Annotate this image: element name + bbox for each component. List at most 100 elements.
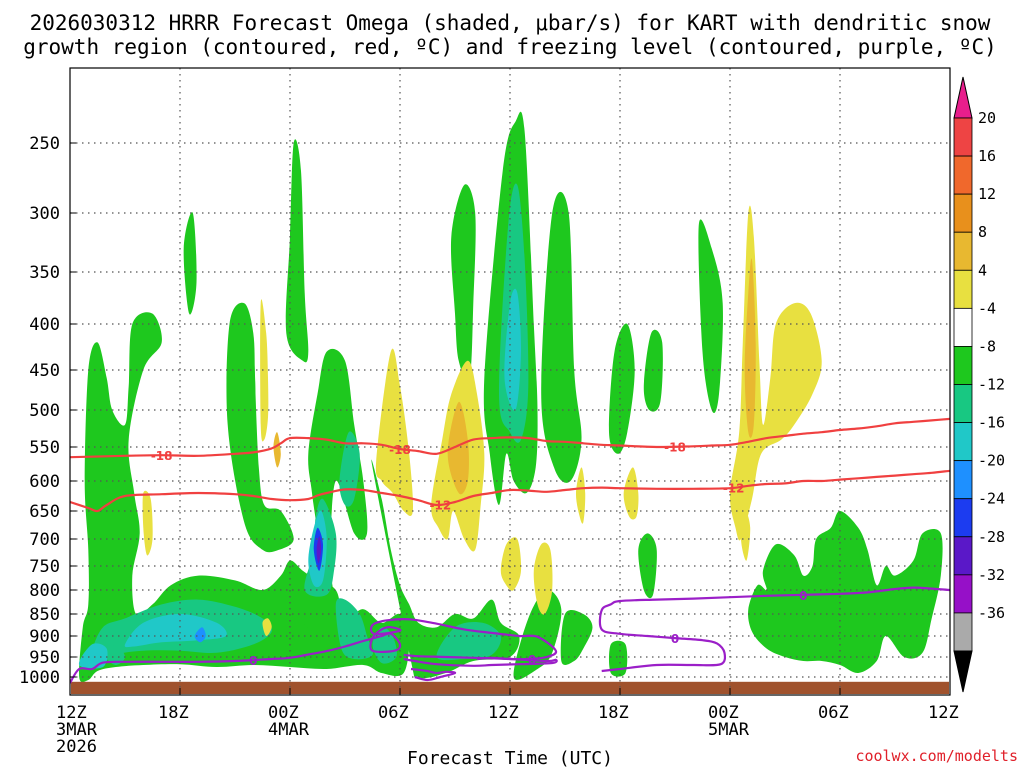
omega-region-10: [249, 350, 256, 399]
x-tick-label-36-1: 5MAR: [708, 720, 750, 740]
omega-region-44: [447, 401, 469, 495]
x-tick-label-36-0: 00Z: [708, 703, 739, 723]
omega-region-45: [744, 258, 756, 438]
omega-region-32: [316, 536, 322, 564]
omega-region-16: [643, 329, 663, 412]
omega-region-14: [541, 191, 582, 483]
y-tick-label-850: 850: [29, 605, 60, 625]
freezing-level-2: [598, 586, 950, 673]
omega-region-29: [504, 288, 522, 411]
colorbar-label-1: 16: [978, 147, 996, 165]
omega-region-38: [500, 537, 522, 591]
colorbar-bin-8: [953, 422, 973, 462]
y-tick-label-950: 950: [29, 648, 60, 668]
colorbar-bin-6: [953, 346, 973, 385]
omega-region-3: [513, 589, 562, 680]
omega-region-25: [106, 644, 125, 665]
dgz-contour-1: [70, 469, 950, 513]
x-tick-label-12-1: 4MAR: [268, 720, 310, 740]
y-tick-label-750: 750: [29, 557, 60, 577]
colorbar-bin-12: [953, 574, 973, 614]
y-tick-label-600: 600: [29, 472, 60, 492]
omega-region-43: [740, 510, 751, 561]
colorbar-bin-5: [953, 307, 973, 347]
omega-region-9: [183, 212, 197, 315]
colorbar-label-0: 20: [978, 109, 996, 127]
omega-region-11: [285, 139, 309, 363]
y-axis: 2503003504004505005506006507007508008509…: [19, 134, 76, 688]
colorbar-bin-13: [953, 612, 973, 652]
omega-region-39: [533, 542, 553, 615]
omega-region-46: [273, 432, 281, 468]
colorbar-label-2: 12: [978, 185, 996, 203]
dgz-contour-label-1-0: -12: [429, 498, 451, 512]
colorbar-below-min-triangle: [953, 650, 973, 693]
y-tick-label-350: 350: [29, 263, 60, 283]
omega-region-12: [450, 184, 476, 381]
dgz-contour-label-0-0: -18: [151, 449, 173, 463]
freezing-level-label-0: 0: [249, 654, 257, 668]
x-tick-label-6-0: 18Z: [158, 703, 189, 723]
y-tick-label-550: 550: [29, 438, 60, 458]
freezing-level-4: [410, 667, 457, 682]
colorbar-label-13: -36: [978, 604, 1005, 622]
omega-region-40: [575, 467, 586, 524]
chart-title-line-1: 2026030312 HRRR Forecast Omega (shaded, …: [30, 11, 991, 35]
dgz-contour-label-1-1: -12: [723, 482, 745, 496]
credit-link[interactable]: coolwx.com/modelts: [855, 747, 1018, 765]
omega-region-15: [608, 323, 635, 454]
omega-region-6: [638, 533, 657, 599]
colorbar-bin-11: [953, 536, 973, 576]
x-tick-label-0-1: 3MAR: [56, 720, 98, 740]
dgz-contour-0: [70, 417, 950, 459]
colorbar-label-4: 4: [978, 261, 987, 279]
omega-region-34: [260, 299, 269, 442]
x-tick-label-42-0: 06Z: [818, 703, 849, 723]
omega-region-4: [560, 609, 593, 665]
x-tick-label-18-0: 06Z: [378, 703, 409, 723]
colorbar-bin-7: [953, 384, 973, 423]
chart-title-line-2: growth region (contoured, red, ºC) and f…: [23, 35, 997, 59]
freezing-level-label-2: 0: [671, 632, 679, 646]
omega-region-30: [194, 627, 206, 643]
colorbar-label-6: -8: [978, 337, 996, 355]
colorbar-label-10: -24: [978, 490, 1005, 508]
colorbar-label-5: -4: [978, 299, 996, 317]
colorbar-label-9: -20: [978, 452, 1005, 470]
omega-region-5: [609, 640, 628, 677]
colorbar-label-8: -16: [978, 414, 1005, 432]
omega-region-26: [78, 643, 108, 669]
y-tick-label-250: 250: [29, 134, 60, 154]
colorbar-label-11: -28: [978, 528, 1005, 546]
colorbar-above-max-triangle: [953, 76, 973, 119]
omega-region-21: [335, 598, 373, 660]
y-tick-label-1000: 1000: [19, 668, 60, 688]
freezing-level-label-1: 0: [528, 653, 536, 667]
x-tick-label-30-0: 18Z: [598, 703, 629, 723]
colorbar-bin-2: [953, 193, 973, 233]
dgz-contour-label-0-2: -18: [664, 441, 686, 455]
omega-region-7: [748, 511, 943, 674]
freezing-level-label-3: 0: [799, 589, 807, 603]
freezing-level-1: [403, 653, 558, 667]
freezing-level-0: [70, 618, 558, 684]
omega-region-20: [339, 431, 360, 507]
y-tick-label-300: 300: [29, 204, 60, 224]
y-tick-label-800: 800: [29, 581, 60, 601]
omega-region-17: [698, 219, 723, 414]
y-tick-label-700: 700: [29, 530, 60, 550]
omega-region-8: [226, 302, 294, 553]
y-tick-label-500: 500: [29, 401, 60, 421]
colorbar-bin-3: [953, 231, 973, 271]
dgz-contour-label-0-1: -18: [389, 443, 411, 457]
colorbar-bin-0: [953, 117, 973, 157]
colorbar-bin-4: [953, 269, 973, 309]
colorbar-bin-9: [953, 460, 973, 500]
y-tick-label-450: 450: [29, 361, 60, 381]
colorbar-bin-10: [953, 498, 973, 538]
x-tick-label-0-0: 12Z: [56, 703, 87, 723]
colorbar-bin-1: [953, 155, 973, 195]
omega-region-36: [375, 348, 414, 516]
